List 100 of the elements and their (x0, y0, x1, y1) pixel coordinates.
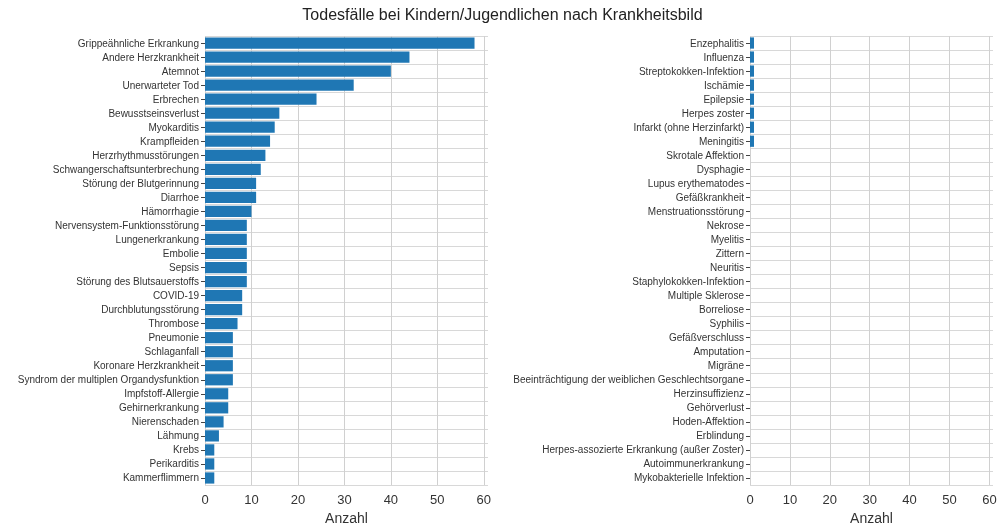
x-tick-label: 20 (822, 492, 838, 507)
y-tick-label: Grippeähnliche Erkrankung (77, 37, 199, 49)
y-tick-label: Nierenschaden (131, 416, 199, 428)
y-tick-label: Skrotale Affektion (666, 149, 744, 161)
y-tick-label: Thrombose (148, 318, 200, 330)
y-tick-label: Multiple Sklerose (667, 290, 745, 302)
y-tick-label: Migräne (707, 360, 745, 372)
bar (205, 360, 233, 372)
x-axis-title: Anzahl (325, 509, 368, 526)
y-tick-label: Bewusstseinsverlust (108, 107, 200, 119)
bar (205, 275, 247, 288)
y-tick-label: Borreliose (698, 304, 745, 316)
y-tick-label: Zittern (715, 247, 744, 259)
x-tick-label: 50 (942, 492, 957, 507)
y-tick-label: Gefäßkrankheit (675, 191, 745, 203)
y-tick-label: Amputation (693, 346, 744, 358)
x-tick-label: 20 (290, 492, 306, 507)
y-tick-label: Durchblutungsstörung (101, 304, 199, 316)
y-tick-label: Herpes zoster (681, 107, 745, 119)
x-tick-label: 40 (902, 492, 917, 507)
bar (205, 37, 475, 49)
y-tick-label: Embolie (162, 247, 200, 259)
y-tick-label: Meningitis (698, 135, 744, 147)
y-tick-label: Störung der Blutgerinnung (82, 177, 199, 189)
y-tick-label: Influenza (703, 51, 745, 63)
y-tick-label: Hoden-Affektion (672, 416, 744, 428)
bar (205, 304, 243, 316)
y-tick-label: Syphilis (709, 318, 744, 330)
y-tick-label: Diarrhoe (160, 191, 200, 203)
bar (205, 107, 280, 119)
y-tick-label: Syndrom der multiplen Organdysfunktion (17, 374, 199, 386)
y-tick-label: Streptokokken-Infektion (638, 65, 744, 77)
bar (205, 233, 247, 246)
x-tick-label: 10 (244, 492, 259, 507)
y-tick-label: Menstruationsstörung (647, 205, 744, 217)
y-tick-label: Schwangerschaftsunterbrechung (52, 163, 199, 175)
y-tick-label: Kammerflimmern (122, 472, 199, 484)
x-tick-label: 10 (782, 492, 798, 507)
y-tick-label: Neuritis (710, 262, 744, 274)
y-tick-label: COVID-19 (152, 290, 200, 302)
y-tick-label: Epilepsie (703, 93, 745, 105)
bar (205, 472, 215, 484)
bar (205, 346, 233, 358)
y-tick-label: Gefäßverschluss (668, 332, 744, 344)
bar (205, 318, 238, 330)
bar (205, 51, 410, 63)
bar (205, 135, 271, 147)
y-tick-label: Hämorrhagie (141, 205, 200, 217)
x-tick-label: 60 (982, 492, 997, 507)
y-tick-label: Sepsis (168, 262, 199, 274)
y-tick-label: Perikarditis (149, 458, 199, 470)
y-tick-label: Herzrhythmusstörungen (92, 149, 199, 161)
bar (205, 289, 243, 302)
y-tick-label: Mykobakterielle Infektion (633, 472, 744, 484)
y-tick-label: Nervensystem-Funktionsstörung (55, 219, 199, 231)
y-tick-label: Koronare Herzkrankheit (93, 360, 200, 372)
bar (205, 402, 229, 414)
y-tick-label: Lungenerkrankung (115, 233, 199, 245)
y-tick-label: Beeinträchtigung der weiblichen Geschlechtsorgane (513, 374, 745, 386)
y-tick-label: Myokarditis (148, 121, 199, 133)
y-tick-label: Lupus erythematodes (647, 177, 744, 189)
y-tick-label: Schlaganfall (144, 346, 199, 358)
bar (205, 121, 275, 133)
bar (205, 388, 229, 400)
y-tick-label: Impfstoff-Allergie (124, 388, 200, 400)
bar (205, 177, 257, 189)
y-tick-label: Herpes-assozierte Erkrankung (außer Zoster) (542, 444, 744, 456)
y-tick-label: Dysphagie (696, 163, 745, 175)
bar (205, 261, 247, 274)
x-tick-label: 50 (430, 492, 445, 507)
x-tick-label: 0 (201, 492, 209, 507)
x-tick-label: 30 (862, 492, 877, 507)
bar (205, 191, 257, 203)
y-tick-label: Erbrechen (152, 93, 199, 105)
y-tick-label: Lähmung (157, 430, 199, 442)
y-tick-label: Infarkt (ohne Herzinfarkt) (633, 121, 744, 133)
bar (205, 247, 247, 260)
bar (205, 149, 266, 161)
bar (205, 205, 252, 217)
bar (205, 416, 224, 428)
bar (205, 332, 233, 344)
y-tick-label: Atemnot (161, 65, 200, 77)
bar (205, 458, 215, 470)
bar (205, 65, 391, 77)
x-tick-label: 40 (383, 492, 399, 507)
y-tick-label: Andere Herzkrankheit (102, 51, 200, 63)
bar (205, 93, 317, 105)
bar (205, 219, 247, 232)
x-tick-label: 0 (746, 492, 754, 507)
bar (205, 444, 215, 456)
x-tick-label: 60 (476, 492, 492, 507)
y-tick-label: Krebs (172, 444, 199, 456)
y-tick-label: Gehörverlust (686, 402, 745, 414)
y-tick-label: Enzephalitis (690, 37, 744, 49)
y-tick-label: Herzinsuffizienz (673, 388, 744, 400)
y-tick-label: Gehirnerkrankung (118, 402, 199, 414)
chart-title: Todesfälle bei Kindern/Jugendlichen nach Krankheitsbild (301, 6, 704, 24)
y-tick-label: Autoimmunerkrankung (643, 458, 744, 470)
y-tick-label: Pneumonie (148, 332, 200, 344)
y-tick-label: Myelitis (710, 233, 744, 245)
